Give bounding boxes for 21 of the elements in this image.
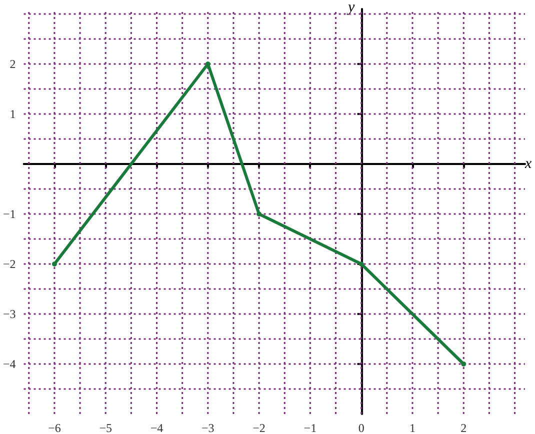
x-tick-label: −4 (150, 421, 164, 434)
x-tick-label: 2 (460, 421, 467, 434)
y-tick-label: −3 (2, 307, 16, 321)
x-tick-label: −5 (99, 421, 112, 434)
y-tick-label: 2 (10, 57, 16, 71)
x-tick-label: 0 (358, 421, 364, 434)
x-axis-title: x (524, 156, 532, 172)
point (358, 262, 364, 266)
x-tick-label: −2 (252, 421, 266, 434)
x-tick-label: −3 (202, 421, 214, 434)
point (461, 362, 466, 366)
point (256, 212, 262, 216)
point (52, 262, 57, 266)
y-tick-label: 1 (10, 107, 16, 121)
x-tick-label: 1 (409, 421, 416, 434)
x-tick-label: −6 (48, 421, 61, 434)
y-tick-label: −1 (2, 207, 16, 221)
y-axis-title: y (346, 0, 355, 16)
x-tick-label: −1 (304, 421, 317, 434)
y-tick-label: −2 (2, 257, 16, 271)
y-tick-label: −4 (2, 357, 16, 371)
